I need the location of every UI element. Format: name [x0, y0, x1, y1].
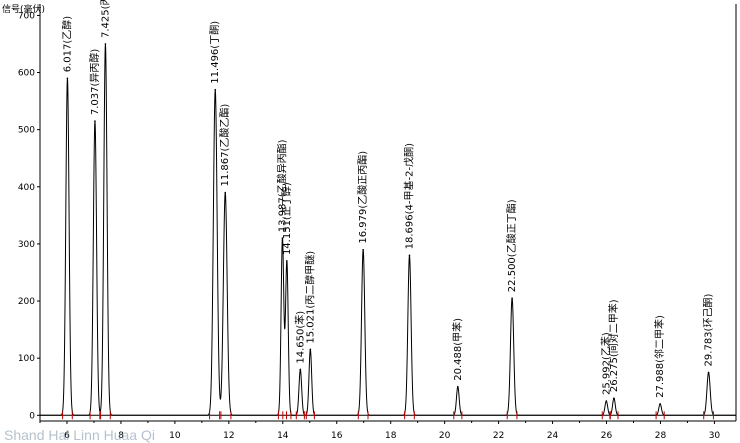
x-tick-label: 14 — [277, 431, 289, 441]
x-tick-label: 24 — [547, 431, 559, 441]
peak-label: 14.650(苯) — [293, 311, 306, 364]
x-tick-label: 22 — [493, 431, 504, 441]
peak-label: 16.979(乙酸正丙酯) — [356, 151, 369, 244]
peak-apex — [224, 191, 227, 194]
y-tick-label: 700 — [18, 11, 35, 21]
x-tick-label: 12 — [223, 431, 234, 441]
y-tick-label: 100 — [18, 354, 35, 364]
y-tick-label: 200 — [18, 297, 35, 307]
y-tick-label: 300 — [18, 240, 35, 250]
peak-label: 11.867(乙酸乙酯) — [218, 104, 231, 187]
peak-label: 7.037(异丙醇) — [88, 49, 101, 116]
peak-label: 25.992(乙苯) — [599, 332, 612, 395]
x-tick-label: 20 — [439, 431, 451, 441]
peak-label: 29.783(环己酮) — [703, 294, 715, 367]
peak-apex — [309, 348, 312, 351]
peak-label: 18.696(4-甲基-2-戊酮) — [402, 143, 415, 249]
y-tick-label: 500 — [18, 126, 35, 136]
y-tick-label: 400 — [18, 183, 35, 193]
x-tick-label: 30 — [709, 431, 721, 441]
y-tick-label: 600 — [18, 69, 35, 79]
peak-apex — [457, 385, 459, 388]
peak-apex — [707, 371, 710, 374]
peak-label: 14.151(正丁醇) — [280, 182, 293, 255]
peak-apex — [659, 403, 661, 405]
peak-apex — [605, 400, 608, 402]
x-tick-label: 26 — [601, 431, 613, 441]
peak-apex — [299, 368, 302, 371]
peak-label: 15.021(丙二醇甲醚) — [303, 251, 316, 344]
peak-label: 7.425(丙酮) — [99, 0, 111, 38]
x-tick-label: 6 — [64, 431, 70, 441]
peak-label: 13.987(乙酸异丙酯) — [275, 139, 288, 232]
peak-apex — [214, 88, 217, 91]
peak-apex — [362, 248, 364, 251]
peak-label: 11.496(丁酮) — [209, 21, 221, 84]
peak-label: 20.488(甲苯) — [451, 318, 464, 381]
y-axis-label: 信号(毫伏) — [2, 3, 45, 15]
peak-apex — [511, 297, 513, 299]
watermark: Shand Hai Linn Huaa Qi — [4, 427, 155, 443]
peak-apex — [104, 43, 107, 45]
peak-apex — [281, 237, 284, 240]
peak-apex — [94, 120, 96, 122]
peak-label: 27.988(邻二甲苯) — [653, 315, 666, 398]
peak-apex — [408, 254, 411, 257]
x-tick-label: 18 — [385, 431, 397, 441]
peak-label: 22.500(乙酸正丁酯) — [505, 199, 518, 292]
peak-apex — [66, 77, 69, 80]
peak-label: 26.275(间对二甲苯) — [607, 299, 620, 392]
chromatogram-trace — [40, 43, 736, 416]
peak-apex — [613, 397, 615, 399]
peak-apex — [286, 260, 288, 262]
x-tick-label: 10 — [169, 431, 181, 441]
y-tick-label: 0 — [29, 411, 35, 421]
peak-label: 6.017(乙醇) — [60, 16, 73, 73]
x-tick-label: 28 — [655, 431, 667, 441]
x-tick-label: 16 — [331, 431, 343, 441]
x-tick-label: 8 — [118, 431, 124, 441]
